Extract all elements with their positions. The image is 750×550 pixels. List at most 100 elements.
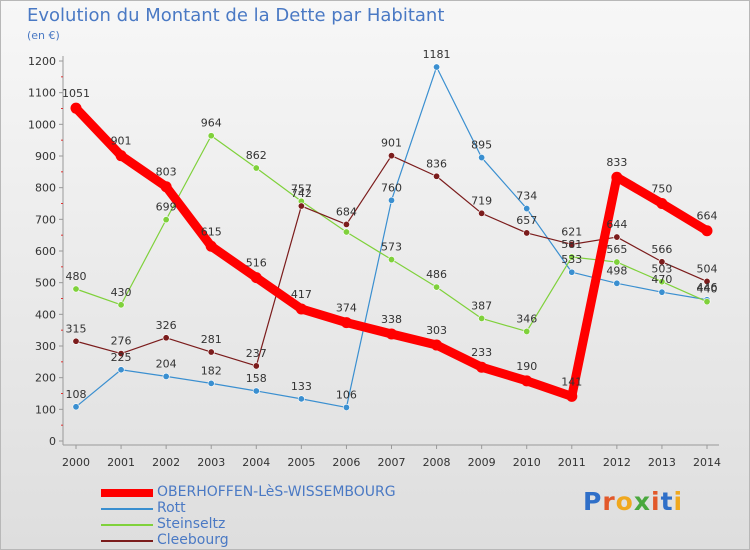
data-point xyxy=(613,279,621,287)
x-tick-label: 2010 xyxy=(513,456,541,469)
data-label: 346 xyxy=(516,312,537,325)
data-label: 644 xyxy=(606,218,627,231)
data-point xyxy=(433,283,441,291)
x-tick-label: 2013 xyxy=(648,456,676,469)
data-point xyxy=(205,240,217,252)
data-point xyxy=(387,256,395,264)
data-label: 699 xyxy=(156,201,177,214)
data-label: 106 xyxy=(336,388,357,401)
data-label: 480 xyxy=(66,270,87,283)
data-point xyxy=(117,366,125,374)
data-label: 141 xyxy=(561,375,582,388)
data-point xyxy=(478,314,486,322)
data-label: 901 xyxy=(111,135,132,148)
legend-swatch xyxy=(101,540,153,542)
x-tick-label: 2003 xyxy=(197,456,225,469)
data-label: 760 xyxy=(381,181,402,194)
data-label: 566 xyxy=(651,243,672,256)
data-point xyxy=(207,132,215,140)
data-point xyxy=(433,63,441,71)
data-point xyxy=(252,387,260,395)
data-label: 901 xyxy=(381,137,402,150)
data-label: 803 xyxy=(156,166,177,179)
data-point xyxy=(342,403,350,411)
logo-letter: x xyxy=(633,487,651,516)
data-point xyxy=(115,150,127,162)
logo-letter: P xyxy=(583,487,603,516)
data-point xyxy=(117,301,125,309)
data-point xyxy=(252,164,260,172)
data-label: 338 xyxy=(381,313,402,326)
chart-unit-label: (en €) xyxy=(27,29,60,42)
data-label: 573 xyxy=(381,241,402,254)
y-tick-label: 400 xyxy=(35,308,56,321)
data-label: 276 xyxy=(111,335,132,348)
x-tick-label: 2004 xyxy=(242,456,270,469)
y-tick-label: 1100 xyxy=(28,87,56,100)
data-point xyxy=(613,258,621,266)
data-point xyxy=(386,328,397,340)
data-label: 719 xyxy=(471,194,492,207)
legend-label: Steinseltz xyxy=(157,516,226,532)
data-point xyxy=(72,403,80,411)
data-point xyxy=(568,268,576,276)
data-point xyxy=(431,339,443,351)
x-tick-label: 2002 xyxy=(152,456,180,469)
data-label: 836 xyxy=(426,157,447,170)
data-label: 565 xyxy=(606,243,627,256)
data-label: 862 xyxy=(246,149,267,162)
data-label: 486 xyxy=(426,268,447,281)
data-label: 742 xyxy=(291,187,312,200)
data-point xyxy=(387,152,395,160)
y-tick-label: 800 xyxy=(35,182,56,195)
data-label: 303 xyxy=(426,324,447,337)
proxiti-logo: Proxiti xyxy=(583,487,683,516)
data-label: 504 xyxy=(697,262,718,275)
data-label: 387 xyxy=(471,299,492,312)
data-label: 1181 xyxy=(423,48,451,61)
data-point xyxy=(387,196,395,204)
data-label: 533 xyxy=(561,253,582,266)
data-label: 281 xyxy=(201,333,222,346)
data-label: 237 xyxy=(246,347,267,360)
y-tick-label: 0 xyxy=(49,435,56,448)
y-tick-label: 300 xyxy=(35,340,56,353)
data-point xyxy=(340,317,352,329)
data-point xyxy=(162,334,170,342)
legend-swatch xyxy=(101,489,153,497)
data-point xyxy=(703,277,711,285)
data-point xyxy=(252,362,260,370)
y-tick-label: 600 xyxy=(35,245,56,258)
legend-swatch xyxy=(101,524,153,526)
data-label: 470 xyxy=(651,273,672,286)
data-point xyxy=(523,327,531,335)
y-tick-label: 900 xyxy=(35,150,56,163)
x-tick-label: 2005 xyxy=(287,456,315,469)
data-label: 440 xyxy=(697,283,718,296)
x-tick-label: 2006 xyxy=(332,456,360,469)
data-point xyxy=(162,372,170,380)
data-point xyxy=(523,229,531,237)
data-point xyxy=(476,361,488,373)
data-point xyxy=(611,171,623,183)
data-label: 190 xyxy=(516,360,537,373)
data-point xyxy=(566,390,578,402)
data-label: 895 xyxy=(471,139,492,152)
x-tick-label: 2014 xyxy=(693,456,721,469)
x-tick-label: 2001 xyxy=(107,456,135,469)
data-label: 684 xyxy=(336,205,357,218)
data-point xyxy=(297,395,305,403)
data-label: 615 xyxy=(201,225,222,238)
data-label: 964 xyxy=(201,117,222,130)
data-point xyxy=(656,198,668,209)
data-label: 233 xyxy=(471,346,492,359)
data-label: 133 xyxy=(291,380,312,393)
x-tick-label: 2011 xyxy=(558,456,586,469)
data-label: 204 xyxy=(156,357,177,370)
y-tick-label: 1000 xyxy=(28,118,56,131)
data-point xyxy=(478,209,486,217)
data-point xyxy=(70,102,82,114)
data-point xyxy=(658,288,666,296)
